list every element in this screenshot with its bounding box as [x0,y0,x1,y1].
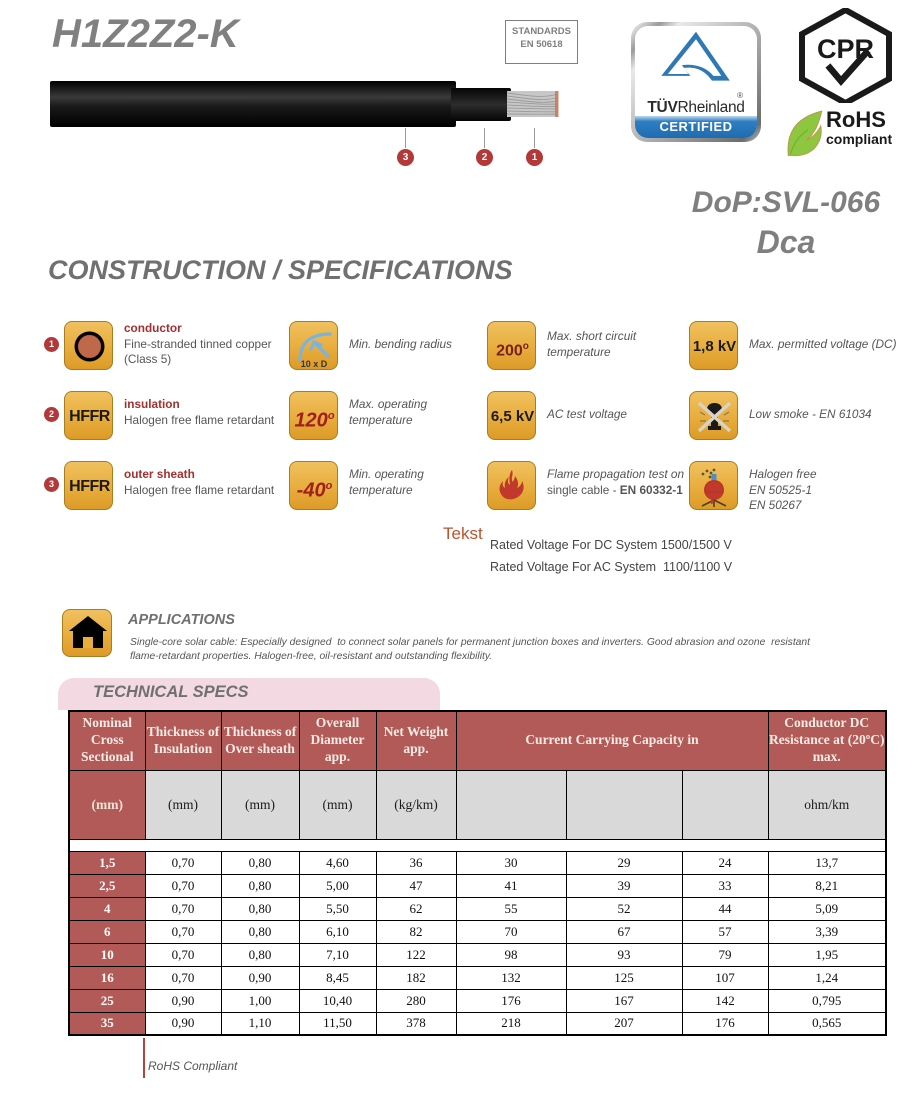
svg-text:10 x D: 10 x D [301,359,328,369]
